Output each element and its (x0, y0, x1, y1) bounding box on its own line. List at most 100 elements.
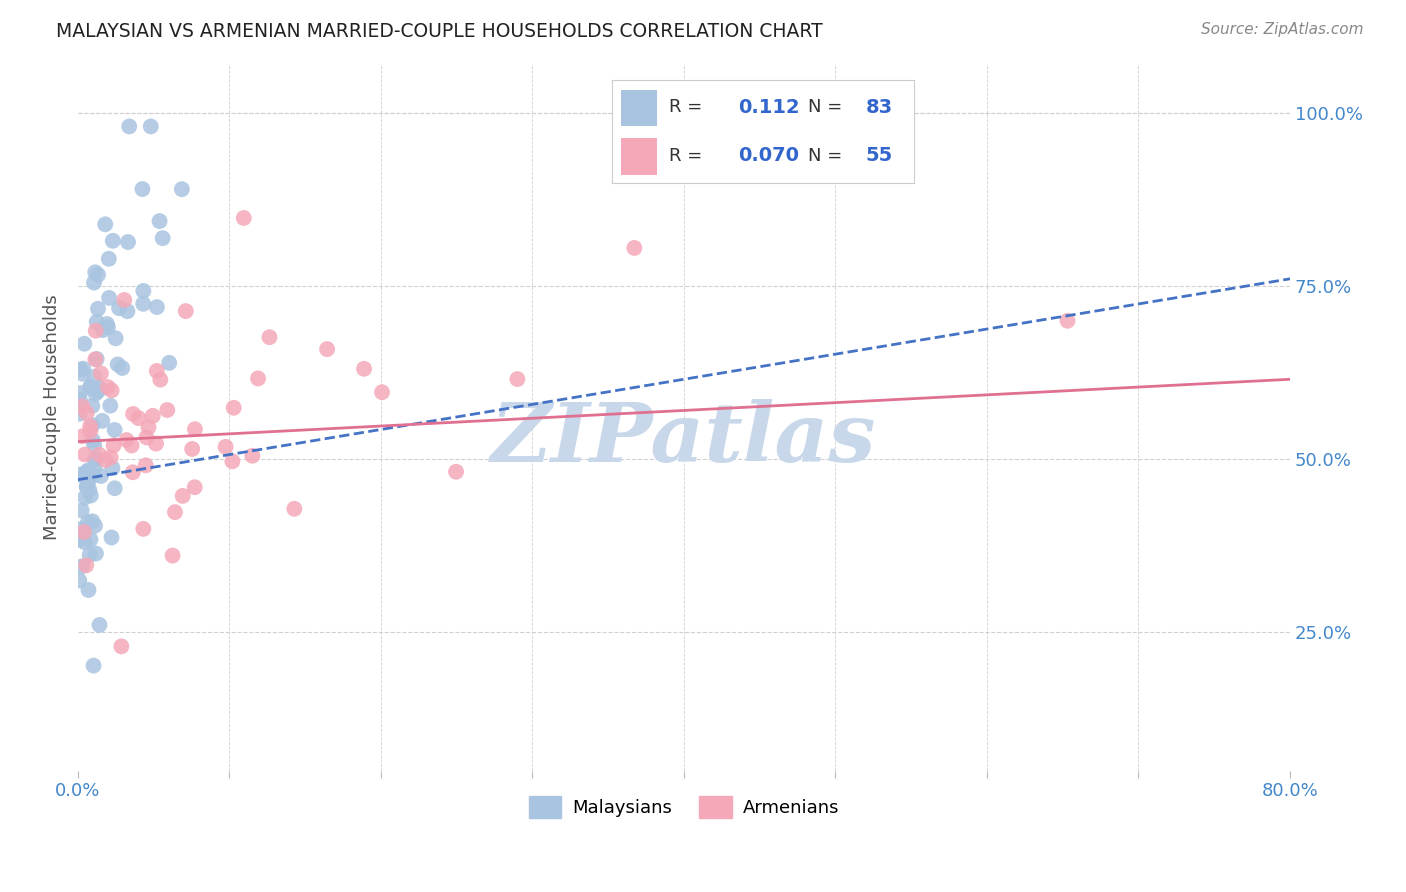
Text: 83: 83 (866, 98, 893, 117)
Point (69, 392, 91, 407)
Point (70, 522, 93, 536)
Point (84, 324, 107, 338)
Point (118, 120, 141, 134)
Point (121, 438, 143, 452)
Point (72, 361, 94, 376)
Point (1056, 314, 1078, 328)
Point (76, 516, 98, 530)
Point (112, 293, 135, 307)
Text: MALAYSIAN VS ARMENIAN MARRIED-COUPLE HOUSEHOLDS CORRELATION CHART: MALAYSIAN VS ARMENIAN MARRIED-COUPLE HOU… (56, 22, 823, 41)
Point (121, 465, 143, 479)
Point (623, 241, 645, 255)
Point (83, 452, 105, 467)
Point (98, 399, 121, 413)
FancyBboxPatch shape (620, 137, 657, 175)
Point (283, 501, 305, 516)
Point (73, 336, 96, 351)
Point (90, 367, 112, 381)
Point (67, 467, 90, 482)
Point (110, 640, 132, 654)
Text: 55: 55 (866, 146, 893, 165)
Point (94, 453, 117, 467)
Text: R =: R = (669, 146, 709, 165)
Point (103, 438, 125, 452)
Point (157, 356, 180, 370)
Point (104, 423, 127, 437)
Text: ZIPatlas: ZIPatlas (491, 399, 877, 479)
Point (138, 420, 160, 434)
Point (94, 217, 117, 231)
Point (84, 352, 107, 367)
Text: 0.112: 0.112 (738, 98, 800, 117)
Point (91, 323, 114, 337)
Point (73, 535, 96, 549)
Point (183, 480, 205, 494)
Point (117, 304, 139, 318)
Point (132, 297, 155, 311)
Point (77, 582, 100, 597)
Point (111, 361, 134, 376)
Point (84, 451, 107, 466)
Point (115, 433, 138, 447)
Point (100, 531, 122, 545)
Point (87, 384, 110, 399)
Point (101, 461, 124, 475)
Point (184, 422, 207, 436)
Point (101, 234, 124, 248)
Point (152, 231, 174, 245)
Point (82, 434, 104, 448)
Point (444, 465, 467, 479)
Point (77, 483, 100, 497)
Point (127, 411, 149, 425)
Point (104, 481, 127, 495)
Point (76, 465, 98, 479)
Point (79, 548, 101, 562)
Point (163, 505, 186, 519)
Point (76, 406, 98, 420)
Point (353, 361, 375, 376)
Point (83, 658, 105, 673)
Point (87, 301, 110, 316)
Text: N =: N = (808, 146, 848, 165)
Point (371, 385, 394, 400)
Point (221, 454, 243, 468)
Point (84, 265, 107, 279)
Point (87, 381, 110, 395)
Point (135, 430, 157, 444)
Point (100, 384, 122, 398)
Point (67, 533, 90, 547)
Point (72, 367, 94, 381)
Point (76, 480, 98, 494)
Point (79, 424, 101, 438)
Point (69, 362, 91, 376)
Point (73, 469, 96, 483)
Point (84, 386, 107, 401)
Point (72, 429, 94, 443)
Point (148, 214, 170, 228)
Point (82, 399, 104, 413)
Point (97, 320, 120, 334)
Point (132, 284, 155, 298)
Point (107, 358, 129, 372)
Point (240, 449, 263, 463)
Point (83, 438, 105, 452)
Point (86, 315, 108, 329)
Point (89, 448, 111, 462)
Point (100, 450, 122, 465)
Point (82, 514, 104, 528)
Point (222, 401, 245, 415)
Point (76, 464, 98, 478)
Point (232, 211, 254, 225)
Point (79, 533, 101, 547)
Point (79, 380, 101, 394)
Point (316, 342, 339, 356)
Y-axis label: Married-couple Households: Married-couple Households (44, 294, 60, 541)
Point (73, 524, 96, 539)
Point (83, 369, 105, 384)
Point (162, 549, 184, 563)
Point (145, 364, 167, 378)
Point (69, 386, 91, 401)
Point (149, 373, 172, 387)
Point (117, 235, 139, 249)
Point (97, 380, 120, 394)
